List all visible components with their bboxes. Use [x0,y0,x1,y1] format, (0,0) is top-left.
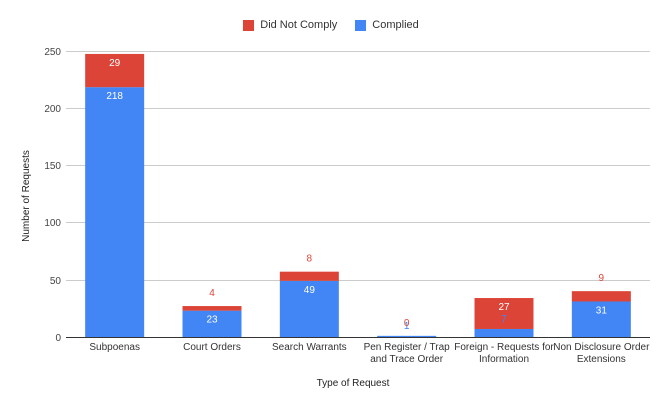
x-tick-label-line: Non Disclosure Order [553,342,650,353]
data-label-complied: 218 [106,91,123,102]
data-label-did-not-comply: 8 [307,254,313,265]
x-tick-label: Subpoenas [89,342,140,353]
x-tick-label-line: Foreign - Requests for [454,342,554,353]
data-label-complied: 23 [206,315,218,326]
data-label-did-not-comply: 4 [209,288,215,299]
data-label-did-not-comply: 29 [109,58,121,69]
data-label-did-not-comply: 9 [599,273,605,284]
legend-swatch-did-not-comply [243,19,255,31]
bar-complied [571,301,631,337]
x-tick-label-line: Court Orders [183,342,241,353]
x-tick-label: Non Disclosure Order Extensions [553,342,650,365]
bars: 218 29 23 4 49 8 10 727 31 9 [85,53,631,337]
bar-did-not-comply [279,271,339,281]
y-axis-title: Number of Requests [21,150,32,242]
legend-label-complied: Complied [372,19,419,31]
data-label-complied: 1 [404,321,410,332]
y-axis: 0 50 100 150 200 250 [44,47,61,344]
legend-item-complied[interactable]: Complied [355,19,419,31]
bar-complied [182,310,242,337]
bar-complied [474,328,534,337]
data-label-complied: 7 [501,314,507,325]
x-axis: Subpoenas Court Orders Search Warrants Pen … [89,342,650,365]
x-tick-label-line: Extensions [577,354,626,365]
bar-complied [279,280,339,337]
x-tick-label: Foreign - Requests for Information [454,342,554,365]
chart-legend: Did Not Comply Complied [0,19,662,31]
y-tick-label: 0 [55,333,61,344]
bar-did-not-comply [571,291,631,302]
y-tick-label: 200 [44,104,61,115]
x-tick-label: Search Warrants [272,342,347,353]
data-label-complied: 49 [304,285,316,296]
data-label-complied: 31 [596,305,608,316]
y-tick-label: 100 [44,218,61,229]
bar-did-not-comply [182,306,242,311]
x-tick-label: Court Orders [183,342,241,353]
bar-complied [377,335,437,337]
legend-swatch-complied [355,19,367,31]
legend-label-did-not-comply: Did Not Comply [260,19,338,31]
x-tick-label-line: Information [479,354,529,365]
bar-complied [85,87,145,337]
data-label-did-not-comply: 27 [498,302,510,313]
x-axis-title: Type of Request [317,378,390,389]
gridlines [66,51,650,338]
y-tick-label: 50 [50,276,62,287]
y-tick-label: 250 [44,47,61,58]
bar-did-not-comply [474,298,534,329]
legend-item-did-not-comply[interactable]: Did Not Comply [243,19,337,31]
y-tick-label: 150 [44,161,61,172]
x-tick-label-line: Search Warrants [272,342,347,353]
data-label-did-not-comply: 0 [404,318,410,329]
x-tick-label-line: Subpoenas [89,342,140,353]
x-tick-label-line: Pen Register / Trap [364,342,451,353]
bar-did-not-comply [85,53,145,88]
x-tick-label-line: and Trace Order [370,354,443,365]
x-tick-label: Pen Register / Trap and Trace Order [364,342,451,365]
